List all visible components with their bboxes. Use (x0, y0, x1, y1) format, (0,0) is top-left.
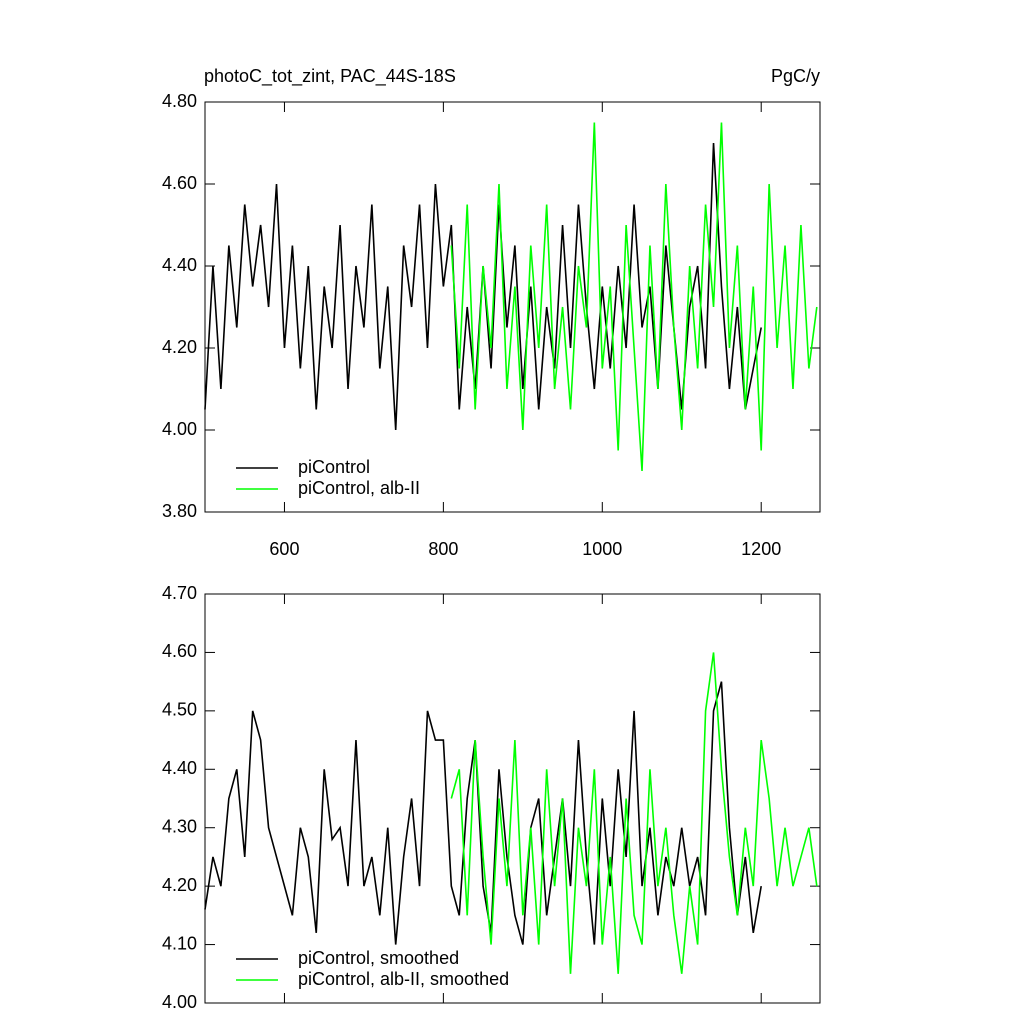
chart-title: photoC_tot_zint, PAC_44S-18S (204, 66, 456, 87)
y-tick-label: 4.00 (162, 992, 197, 1012)
y-tick-label: 4.00 (162, 419, 197, 439)
y-tick-label: 4.20 (162, 875, 197, 895)
legend-label: piControl, smoothed (298, 948, 459, 968)
series-line (450, 122, 818, 472)
y-tick-label: 4.40 (162, 255, 197, 275)
y-tick-label: 4.50 (162, 700, 197, 720)
y-tick-label: 4.20 (162, 337, 197, 357)
legend-label: piControl, alb-II, smoothed (298, 969, 509, 989)
series-line (450, 652, 818, 974)
y-tick-label: 4.60 (162, 173, 197, 193)
y-tick-label: 4.60 (162, 641, 197, 661)
y-tick-label: 3.80 (162, 501, 197, 521)
plot-frame (204, 593, 821, 1004)
x-tick-label: 800 (428, 539, 458, 559)
units-label: PgC/y (771, 66, 820, 86)
legend-label: piControl, alb-II (298, 478, 420, 498)
y-tick-label: 4.40 (162, 758, 197, 778)
y-tick-label: 4.70 (162, 583, 197, 603)
legend-label: piControl (298, 457, 370, 477)
series-line (204, 681, 762, 945)
x-tick-label: 600 (269, 539, 299, 559)
x-tick-label: 1200 (741, 539, 781, 559)
y-tick-label: 4.10 (162, 933, 197, 953)
plot-frame (204, 101, 821, 513)
y-tick-label: 4.80 (162, 91, 197, 111)
x-tick-label: 1000 (582, 539, 622, 559)
y-tick-label: 4.30 (162, 816, 197, 836)
